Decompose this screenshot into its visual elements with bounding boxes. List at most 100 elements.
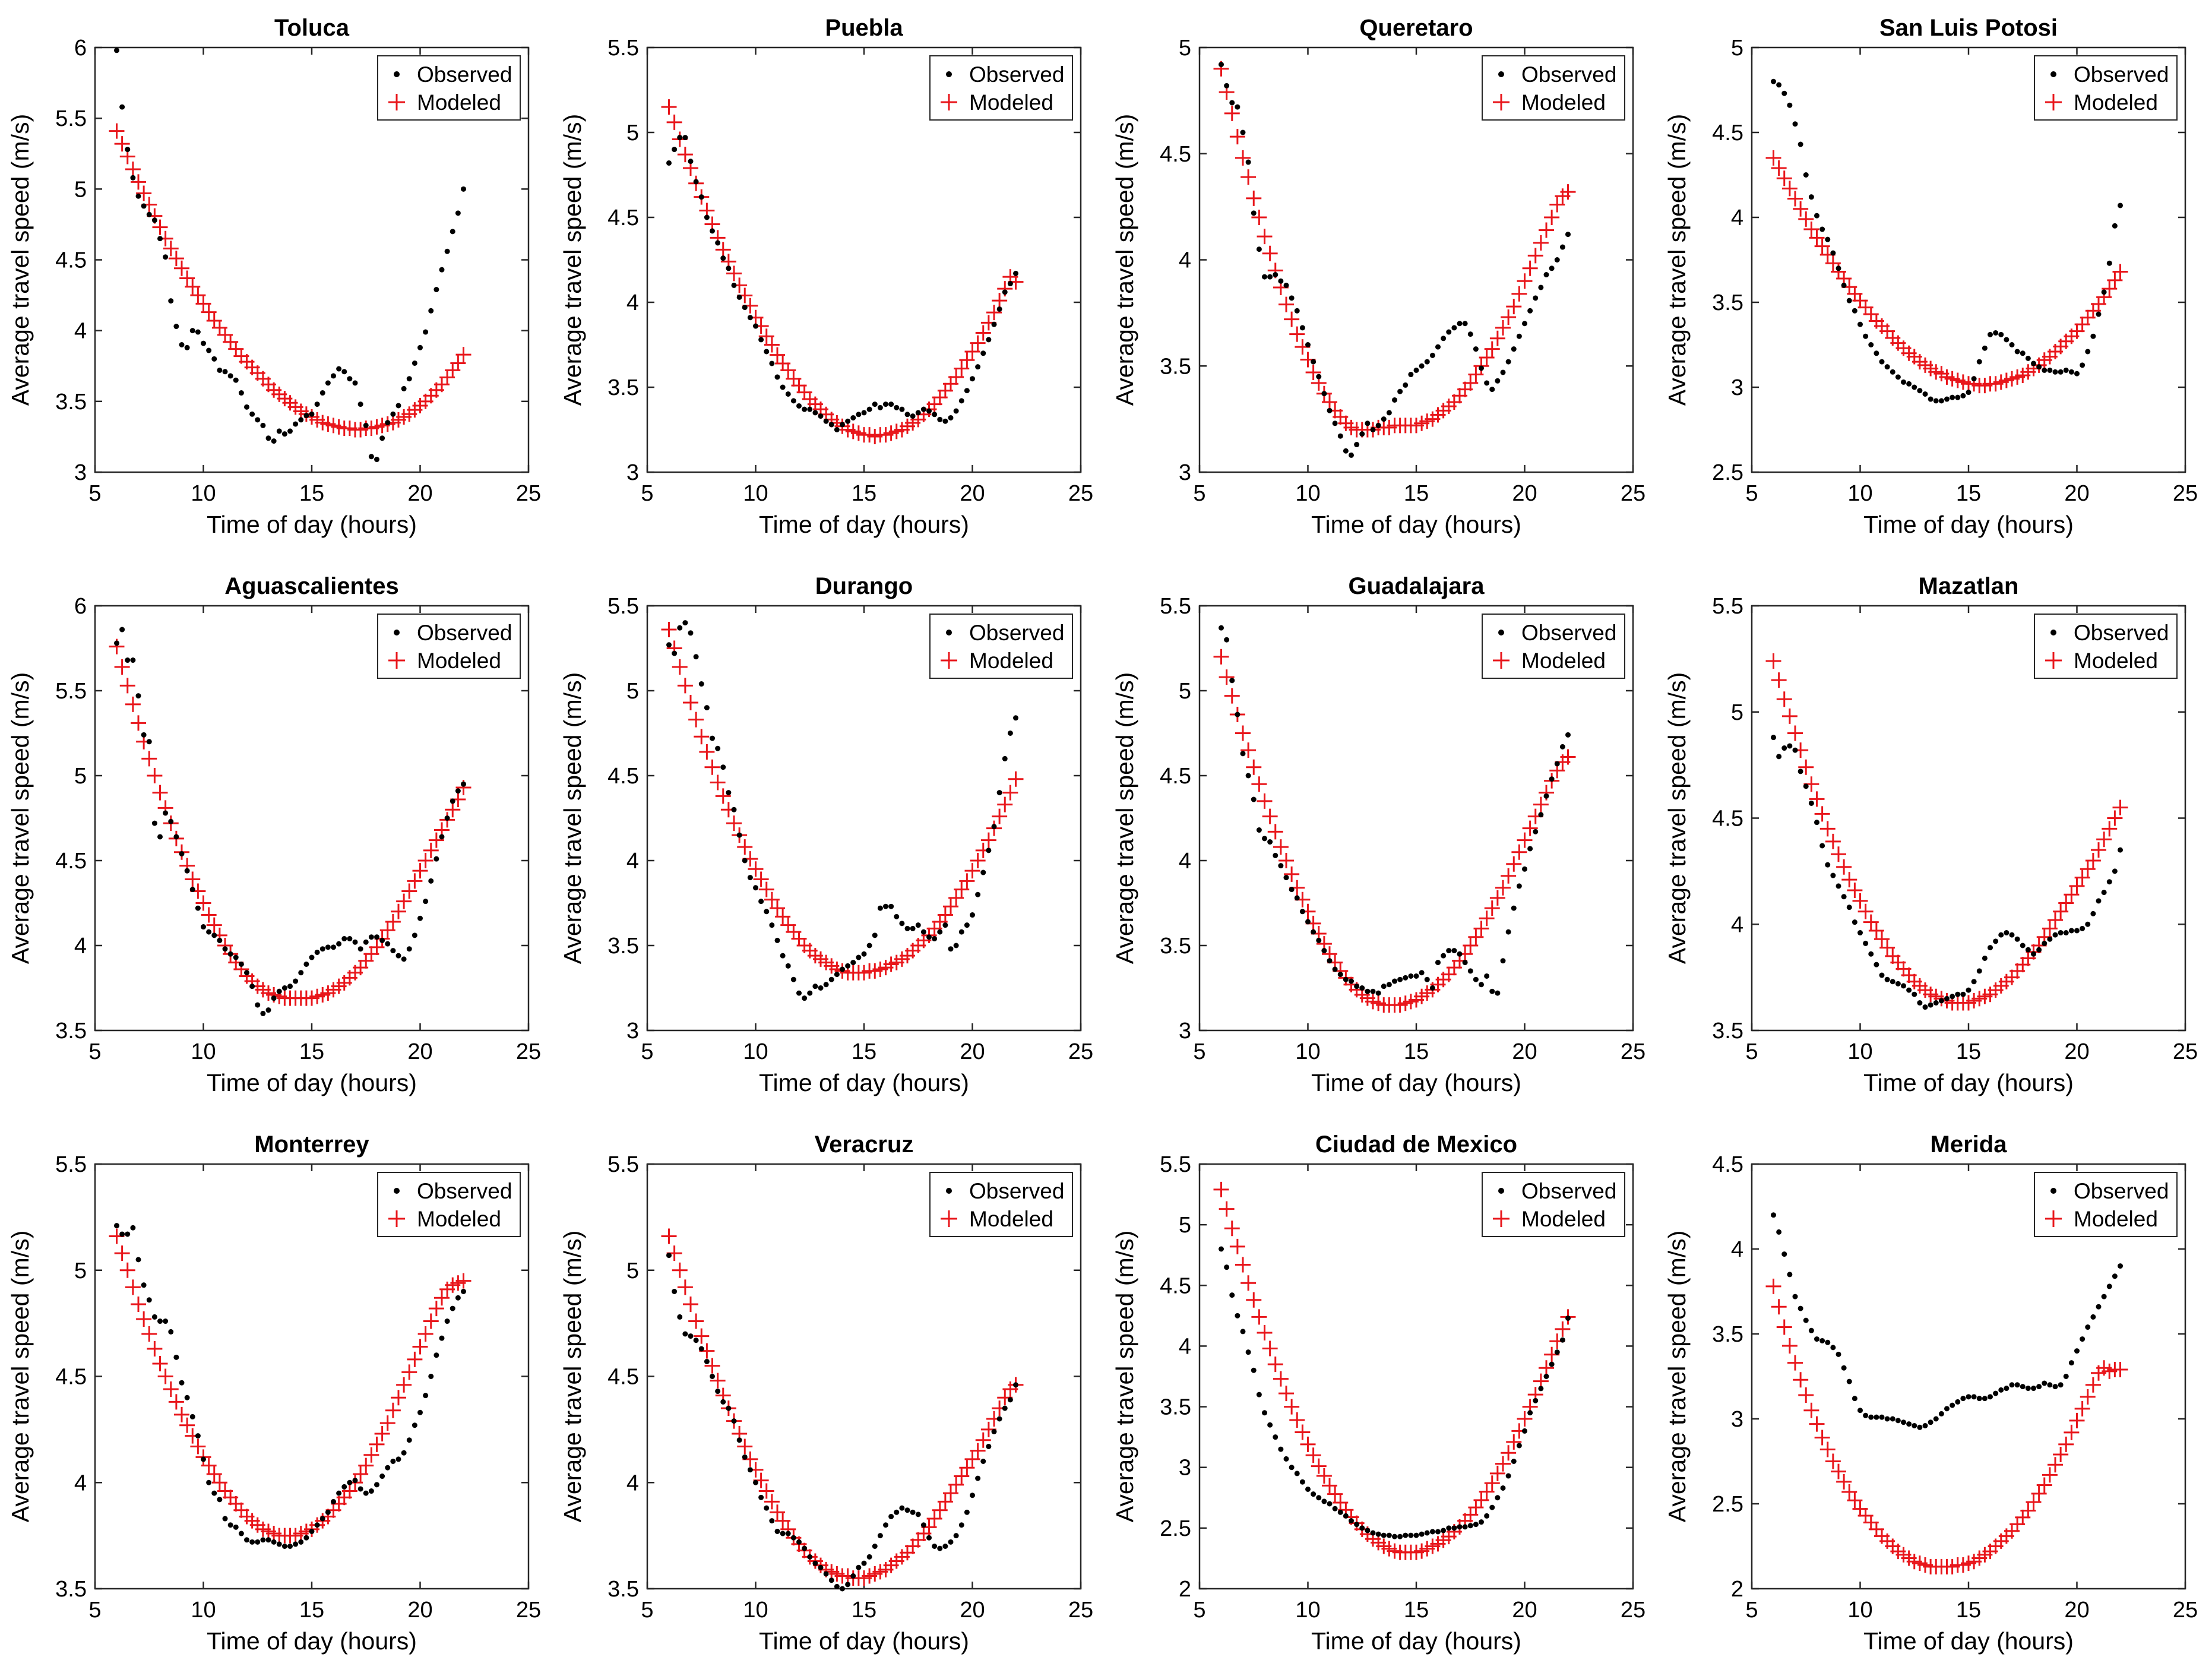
observed-point [1538,1386,1544,1392]
observed-point [281,431,287,437]
observed-point [163,254,169,260]
observed-point [211,356,217,362]
observed-point [1429,985,1435,991]
observed-point [227,951,233,957]
y-tick-label: 5.5 [607,1152,639,1177]
modeled-point [1273,839,1289,855]
observed-point [406,376,412,382]
observed-point [390,948,396,954]
modeled-point [1284,866,1300,882]
modeled-point [1787,725,1803,741]
observed-point [1429,1529,1435,1535]
y-axis-label: Average travel speed (m/s) [1663,1231,1691,1522]
observed-point [666,1253,672,1259]
modeled-point [2112,799,2128,815]
observed-point [314,949,320,955]
observed-point [904,412,910,418]
observed-point [1408,973,1414,979]
modeled-point [1468,929,1484,945]
observed-point [1982,345,1988,351]
observed-point [385,941,391,947]
y-axis-label: Average travel speed (m/s) [7,1231,34,1522]
observed-point [790,398,796,404]
observed-point [1392,397,1397,403]
observed-point [991,321,997,327]
observed-point [742,858,748,864]
x-tick-label: 15 [1404,1598,1429,1623]
x-tick-label: 15 [1956,1598,1981,1623]
observed-point [932,1544,938,1549]
modeled-point [147,768,163,783]
observed-point [883,401,888,407]
legend-modeled-marker [1493,94,1510,110]
modeled-point [726,815,742,831]
observed-point [932,936,938,942]
observed-point [303,1535,309,1541]
x-tick-label: 15 [299,1598,324,1623]
modeled-point [1765,150,1781,166]
observed-point [1462,321,1468,327]
modeled-point [2036,1477,2052,1493]
legend-observed-label: Observed [969,1179,1064,1203]
observed-point [1960,393,1966,399]
observed-point [1365,988,1371,994]
x-tick-label: 5 [1745,1039,1758,1064]
y-tick-label: 5 [1179,36,1191,61]
modeled-point [770,1504,785,1520]
modeled-point [661,99,677,115]
observed-point [1868,951,1874,957]
observed-point [1337,1509,1343,1515]
observed-point [1013,1382,1018,1388]
modeled-point [341,1483,357,1499]
modeled-point [1322,1478,1337,1494]
observed-point [222,1516,228,1522]
observed-point [704,1358,710,1364]
legend-observed-marker [1498,71,1504,77]
y-axis-label: Average travel speed (m/s) [7,114,34,406]
observed-point [726,790,732,796]
observed-point [1500,1485,1506,1491]
observed-point [818,1564,824,1570]
observed-point [753,1479,758,1485]
observed-point [201,1456,206,1462]
observed-point [2106,879,2112,885]
observed-point [1457,321,1463,327]
legend-modeled-label: Modeled [1521,649,1606,673]
y-axis-label: Average travel speed (m/s) [1111,1231,1138,1522]
observed-point [1565,232,1571,238]
observed-point [1819,226,1825,232]
x-tick-label: 25 [516,1039,541,1064]
observed-point [135,693,141,699]
y-tick-label: 5.5 [607,36,639,61]
observed-point [812,984,818,989]
observed-point [119,1231,125,1237]
observed-point [1884,976,1890,982]
observed-series [666,135,1018,432]
observed-point [764,1505,770,1511]
modeled-point [1776,1319,1792,1335]
modeled-point [1251,776,1267,792]
observed-point [1879,359,1885,365]
observed-point [1890,369,1895,375]
observed-point [189,887,195,893]
observed-point [406,946,412,952]
observed-point [1343,976,1349,982]
modeled-point [1289,1412,1305,1428]
x-tick-label: 25 [516,1598,541,1623]
modeled-point [1819,1441,1836,1457]
observed-point [206,929,212,935]
modeled-point [2069,1412,2085,1428]
observed-point [920,1522,926,1528]
observed-point [135,193,141,199]
x-tick-label: 20 [2064,1598,2089,1623]
y-axis-label: Average travel speed (m/s) [1111,672,1138,964]
observed-point [1337,433,1343,439]
y-tick-label: 4 [74,319,87,344]
x-tick-label: 25 [1621,1039,1645,1064]
modeled-point [1793,201,1809,217]
modeled-point [401,883,417,899]
y-axis-label: Average travel speed (m/s) [1111,114,1138,406]
observed-point [141,732,147,738]
observed-point [385,420,391,426]
modeled-point [1235,1257,1251,1273]
